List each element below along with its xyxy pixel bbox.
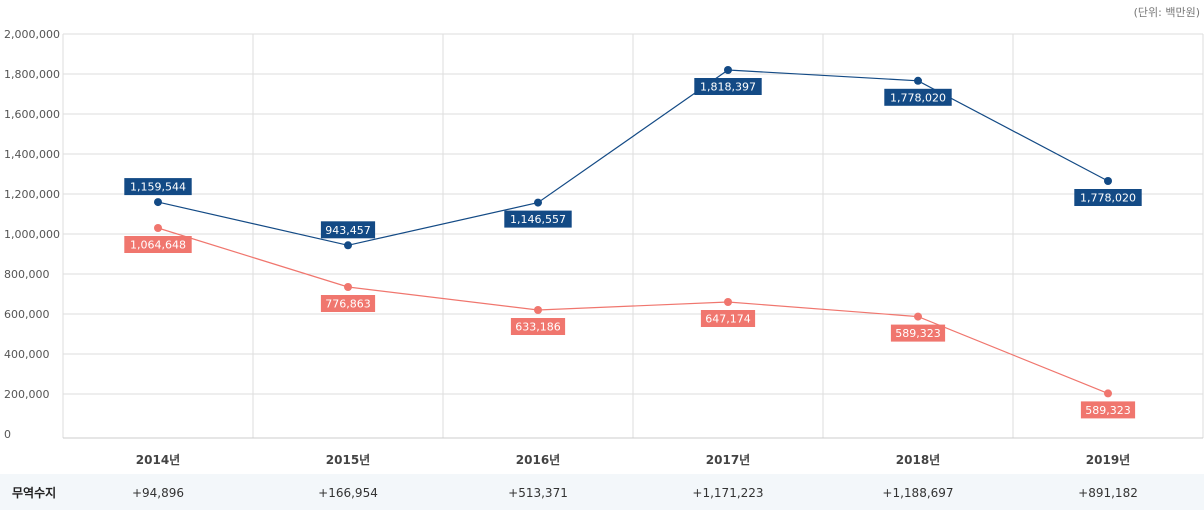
data-label-bg <box>1074 189 1142 206</box>
summary-value: +1,171,223 <box>692 486 763 500</box>
data-point <box>724 298 732 306</box>
x-tick-label: 2019년 <box>1086 453 1130 467</box>
data-label-text: 589,323 <box>1085 404 1131 417</box>
summary-value: +513,371 <box>508 486 568 500</box>
data-label-text: 1,818,397 <box>700 81 756 94</box>
y-tick-label: 1,600,000 <box>4 108 60 121</box>
data-label: 633,186 <box>510 318 566 335</box>
y-tick-label: 1,000,000 <box>4 228 60 241</box>
data-label-text: 1,146,557 <box>510 213 566 226</box>
series-line-2 <box>157 227 1109 394</box>
data-label: 647,174 <box>700 310 756 327</box>
y-tick-label: 0 <box>4 428 11 441</box>
data-label: 1,064,648 <box>124 236 192 253</box>
y-tick-label: 200,000 <box>4 388 50 401</box>
data-label-bg <box>124 178 192 196</box>
data-point <box>724 66 732 74</box>
data-label: 1,818,397 <box>694 78 762 95</box>
data-label-bg <box>510 318 566 335</box>
data-label-bg <box>890 324 946 342</box>
data-point <box>344 241 352 250</box>
y-tick-label: 1,800,000 <box>4 68 60 81</box>
summary-band <box>0 474 1204 510</box>
data-label: 589,323 <box>1080 401 1136 419</box>
data-point <box>344 283 352 291</box>
data-point <box>914 312 922 321</box>
y-tick-label: 1,400,000 <box>4 148 60 161</box>
data-point <box>914 76 922 85</box>
data-label: 1,159,544 <box>124 178 192 196</box>
data-point <box>1104 389 1112 398</box>
data-point <box>534 198 542 207</box>
data-label-text: 1,159,544 <box>130 181 186 194</box>
data-label-text: 589,323 <box>895 327 941 340</box>
x-tick-label: 2018년 <box>896 453 940 467</box>
y-tick-label: 800,000 <box>4 268 50 281</box>
data-label-bg <box>504 210 572 228</box>
data-label-bg <box>320 221 376 239</box>
y-tick-label: 400,000 <box>4 348 50 361</box>
data-label-bg <box>884 88 952 106</box>
data-label: 776,863 <box>320 295 376 312</box>
unit-note: (단위: 백만원) <box>1133 6 1200 19</box>
data-label: 589,323 <box>890 324 946 342</box>
y-tick-label: 2,000,000 <box>4 28 60 41</box>
data-label-text: 776,863 <box>325 298 371 311</box>
data-label-text: 1,064,648 <box>130 239 186 252</box>
data-label-bg <box>124 236 192 253</box>
summary-value: +94,896 <box>132 486 184 500</box>
data-label-text: 647,174 <box>705 313 751 326</box>
data-label: 943,457 <box>320 221 376 239</box>
y-tick-label: 1,200,000 <box>4 188 60 201</box>
data-label-bg <box>694 78 762 95</box>
data-label: 1,146,557 <box>504 210 572 228</box>
data-point <box>154 224 162 232</box>
data-label-text: 1,778,020 <box>890 91 946 104</box>
data-label-bg <box>320 295 376 312</box>
x-tick-label: 2015년 <box>326 453 370 467</box>
data-label-text: 1,778,020 <box>1080 192 1136 205</box>
data-label-text: 633,186 <box>515 321 561 334</box>
data-point <box>534 306 542 314</box>
y-tick-label: 600,000 <box>4 308 50 321</box>
data-label-text: 943,457 <box>325 224 371 237</box>
x-tick-label: 2017년 <box>706 453 750 467</box>
x-tick-label: 2016년 <box>516 453 560 467</box>
x-tick-label: 2014년 <box>136 453 180 467</box>
summary-value: +891,182 <box>1078 486 1138 500</box>
data-point <box>154 198 162 207</box>
data-point <box>1104 177 1112 185</box>
data-label-bg <box>700 310 756 327</box>
data-label-bg <box>1080 401 1136 419</box>
data-label: 1,778,020 <box>1074 189 1142 206</box>
summary-value: +166,954 <box>318 486 378 500</box>
summary-label: 무역수지 <box>12 485 56 500</box>
data-label: 1,778,020 <box>884 88 952 106</box>
summary-value: +1,188,697 <box>882 486 953 500</box>
